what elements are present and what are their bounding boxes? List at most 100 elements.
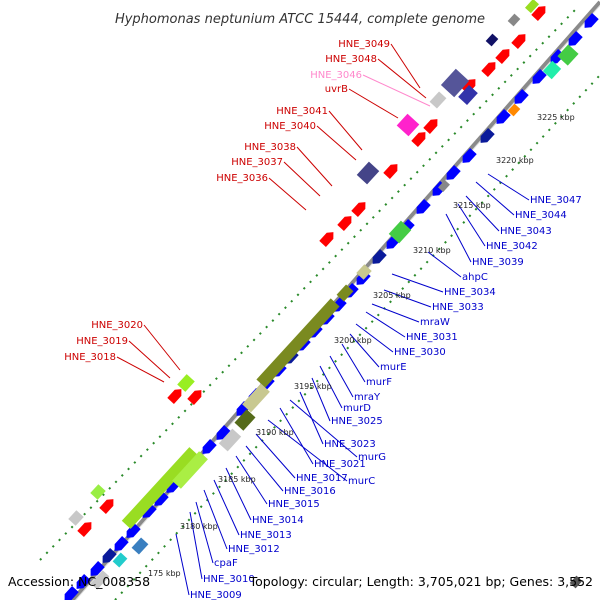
leader-line xyxy=(267,419,348,482)
leader-line xyxy=(245,445,284,492)
forward-gene xyxy=(383,164,398,179)
leader-line xyxy=(143,324,181,371)
reverse-gene xyxy=(64,586,79,600)
gene-block-khaki xyxy=(356,264,372,280)
reverse-gene-label: HNE_3043 xyxy=(500,226,552,237)
gene-block-navy xyxy=(458,85,478,105)
tick-label: 3225 kbp xyxy=(537,113,575,122)
inner-guide-line xyxy=(114,74,600,600)
tick-label: 3195 kbp xyxy=(294,382,332,391)
forward-gene xyxy=(337,216,352,231)
reverse-gene-label: HNE_3014 xyxy=(252,515,304,526)
reverse-gene xyxy=(142,503,157,518)
operon-block xyxy=(256,298,340,388)
reverse-gene xyxy=(568,31,583,46)
leader-line xyxy=(391,273,444,293)
gene-block-lime xyxy=(524,0,540,14)
summary-text: Topology: circular; Length: 3,705,021 bp… xyxy=(249,574,593,589)
tick-label: 175 kbp xyxy=(148,569,181,578)
gene-block-olive xyxy=(336,284,354,302)
tick-label: 3180 kbp xyxy=(180,522,218,531)
reverse-gene-label: mraW xyxy=(420,317,450,328)
reverse-gene-label: HNE_3010 xyxy=(203,574,255,585)
reverse-gene-label: murG xyxy=(358,452,386,463)
leader-line xyxy=(255,433,296,479)
reverse-gene-label: cpaF xyxy=(214,558,238,569)
gene-block-lime xyxy=(177,374,195,392)
reverse-gene xyxy=(90,561,105,576)
leader-line xyxy=(316,125,357,161)
leader-line xyxy=(362,74,431,107)
reverse-gene-label: HNE_3025 xyxy=(331,416,383,427)
leader-line xyxy=(371,303,420,323)
reverse-gene-label: HNE_3013 xyxy=(240,530,292,541)
gene-block-grey xyxy=(90,570,110,590)
reverse-gene xyxy=(102,548,117,563)
reverse-gene-label: HNE_3012 xyxy=(228,544,280,555)
reverse-gene xyxy=(446,165,461,180)
gene-block-teal xyxy=(131,537,149,555)
operon-block xyxy=(234,409,256,431)
leader-line xyxy=(365,311,406,338)
leader-line xyxy=(189,511,203,580)
reverse-gene xyxy=(480,128,495,143)
forward-gene-label: HNE_3049 xyxy=(338,39,390,50)
forward-gene xyxy=(187,390,202,405)
forward-gene xyxy=(319,232,334,247)
leader-line xyxy=(348,88,399,119)
forward-gene xyxy=(423,119,438,134)
leader-line xyxy=(377,58,427,99)
leader-line xyxy=(175,533,190,596)
leader-line xyxy=(279,407,314,465)
forward-gene xyxy=(511,34,526,49)
forward-gene-label: HNE_3048 xyxy=(325,54,377,65)
reverse-gene-label: ahpC xyxy=(462,272,488,283)
leader-line xyxy=(465,195,500,232)
reverse-gene-label: murD xyxy=(343,403,371,414)
gene-features xyxy=(64,0,599,600)
tick-label: 3215 kbp xyxy=(453,201,491,210)
leader-line xyxy=(457,203,486,247)
leader-line xyxy=(355,323,394,353)
leader-line xyxy=(213,479,240,536)
forward-gene-label: HNE_3018 xyxy=(64,352,116,363)
reverse-gene-label: HNE_3044 xyxy=(515,210,567,221)
forward-gene-label: HNE_3036 xyxy=(216,173,268,184)
reverse-gene-label: mraY xyxy=(354,392,381,403)
forward-gene-label: HNE_3046 xyxy=(310,70,362,81)
operon-block xyxy=(242,383,270,413)
reverse-gene xyxy=(532,69,547,84)
reverse-gene xyxy=(154,491,169,506)
reverse-gene-label: HNE_3021 xyxy=(314,459,366,470)
reverse-gene xyxy=(372,249,387,264)
leader-line xyxy=(349,333,380,368)
forward-gene xyxy=(411,132,426,147)
forward-gene xyxy=(531,6,546,21)
gene-block-grey xyxy=(429,91,447,109)
map-title: Hyphomonas neptunium ATCC 15444, complet… xyxy=(115,12,485,27)
reverse-gene xyxy=(496,109,511,124)
reverse-gene-label: HNE_3023 xyxy=(324,439,376,450)
reverse-gene-label: HNE_3031 xyxy=(406,332,458,343)
forward-gene xyxy=(99,499,114,514)
reverse-gene xyxy=(126,523,141,538)
gene-block-cyan xyxy=(112,552,128,568)
outer-guide-line xyxy=(39,9,576,561)
gene-block-lime xyxy=(90,484,106,500)
forward-gene-label: HNE_3040 xyxy=(264,121,316,132)
reverse-gene-label: HNE_3015 xyxy=(268,499,320,510)
leader-line xyxy=(225,467,252,521)
reverse-gene xyxy=(202,439,217,454)
leader-line xyxy=(319,365,343,409)
reverse-gene-label: HNE_3042 xyxy=(486,241,538,252)
reverse-gene-label: murF xyxy=(366,377,392,388)
leader-line xyxy=(116,356,165,383)
leader-line xyxy=(289,399,358,458)
reverse-gene-label: HNE_3034 xyxy=(444,287,496,298)
gene-block-grey xyxy=(507,13,521,27)
tick-label: 3190 kbp xyxy=(256,428,294,437)
reverse-gene-label: HNE_3039 xyxy=(472,257,524,268)
reverse-gene-label: murE xyxy=(380,362,407,373)
leader-line xyxy=(445,213,472,263)
gene-block-magenta xyxy=(396,113,420,137)
